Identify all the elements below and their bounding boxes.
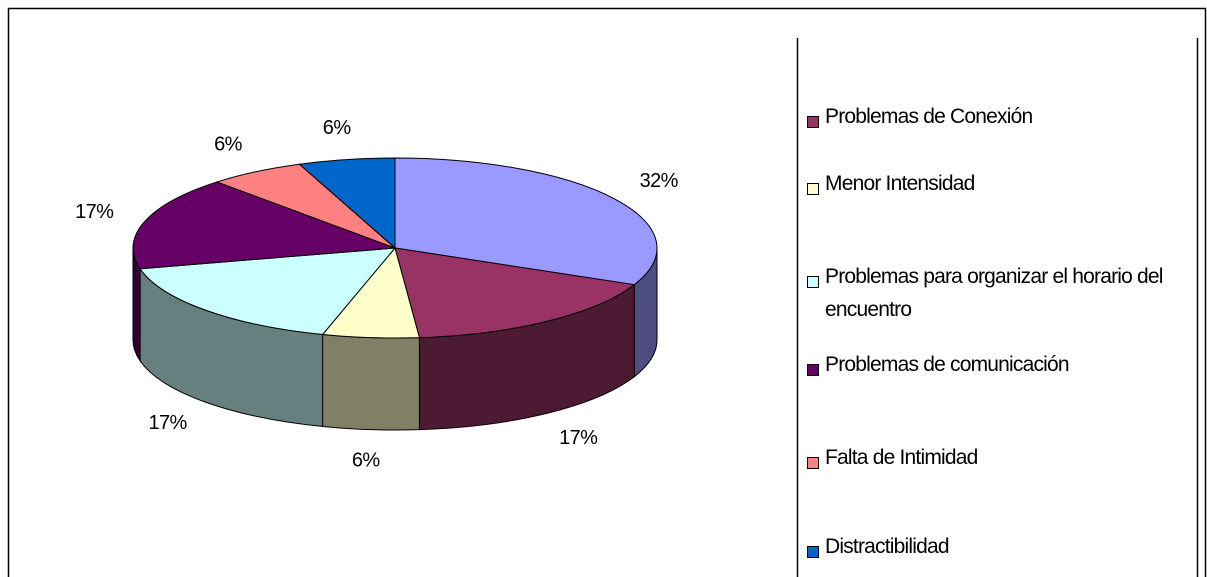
legend-label: Falta de Intimidad	[825, 446, 978, 469]
legend-label: Distractibilidad	[825, 535, 950, 558]
pie-side	[322, 333, 420, 431]
legend-label: Menor Intensidad	[825, 172, 975, 195]
legend-item: Distractibilidad	[807, 535, 1187, 563]
data-label: 6%	[352, 449, 381, 471]
data-label: 6%	[323, 117, 352, 139]
legend-label: Problemas de comunicación	[825, 353, 1070, 376]
pie-slice	[298, 157, 396, 250]
pie-slice	[394, 157, 658, 286]
legend-swatch	[807, 276, 819, 288]
legend-label: Problemas de Conexión	[825, 105, 1033, 128]
legend-item: Falta de Intimidad	[807, 446, 1187, 474]
pie-slice	[139, 247, 397, 336]
legend-item: Problemas de comunicación	[807, 353, 1187, 381]
data-label: 32%	[640, 170, 679, 192]
legend-item: Problemas para organizar el horario del …	[807, 265, 1187, 326]
pie-slice	[132, 181, 396, 270]
legend-swatch	[807, 364, 819, 376]
legend-swatch	[807, 116, 819, 128]
legend-swatch	[807, 183, 819, 195]
legend-swatch	[807, 457, 819, 469]
legend-item: Problemas de Conexión	[807, 105, 1187, 133]
data-label: 17%	[559, 427, 598, 449]
legend-item: Menor Intensidad	[807, 172, 1187, 200]
pie-slice	[394, 247, 636, 339]
chart-frame	[7, 7, 1207, 577]
data-label: 17%	[75, 201, 114, 223]
legend-swatch	[807, 546, 819, 558]
data-label: 17%	[148, 412, 187, 434]
legend-label: Problemas para organizar el horario del …	[825, 265, 1163, 321]
data-label: 6%	[214, 133, 243, 155]
